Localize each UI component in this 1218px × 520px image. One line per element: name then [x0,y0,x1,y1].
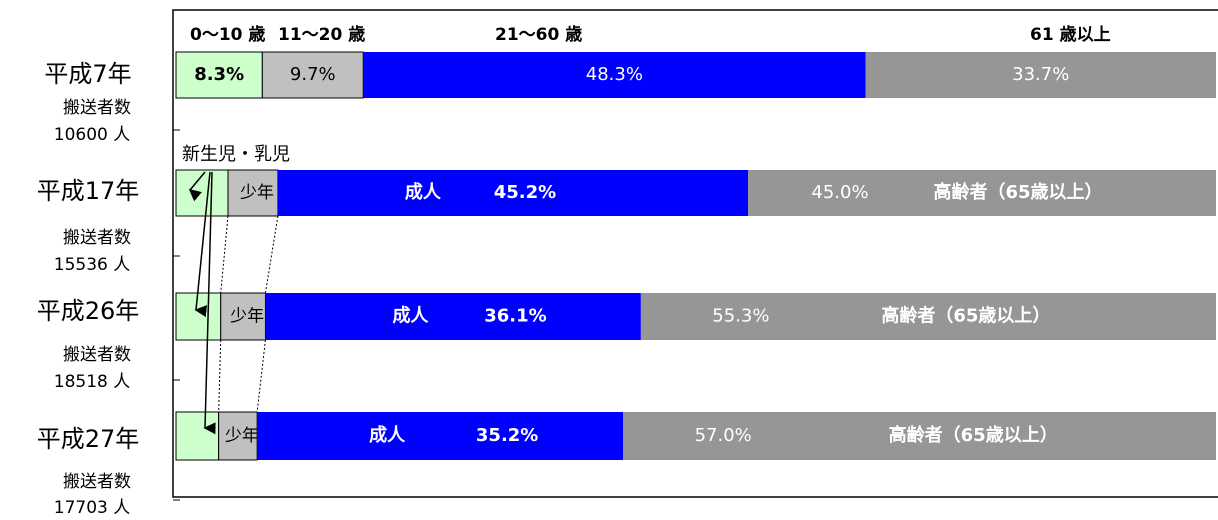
bar-segment [175,411,220,461]
segment-name: 高齢者（65歳以上） [881,305,1050,327]
segment-name: 成人 [405,181,442,203]
row-label: 平成7年 [44,60,131,88]
value-label: 35.2% [476,425,538,446]
header-label: 0〜10 歳 [190,24,265,45]
segment-name: 成人 [392,305,429,327]
row-label: 平成26年 [37,297,140,325]
value-label: 57.0% [695,425,752,446]
connector [220,215,229,294]
bar-segment [623,412,1216,460]
row-label: 平成27年 [37,425,140,453]
header-label: 11〜20 歳 [278,24,365,45]
header-label: 21〜60 歳 [495,24,582,45]
segment-name: 少年 [230,307,264,327]
value-label: 45.0% [811,182,868,203]
bar-segment [257,412,624,460]
value-label: 36.1% [484,306,546,327]
value-label: 48.3% [586,64,643,85]
connector [256,339,266,413]
value-label: 8.3% [194,64,244,85]
row-count: 15536 人 [54,255,130,275]
connector [218,339,222,413]
bar-segment [261,51,364,99]
value-label: 9.7% [290,64,336,85]
row-sublabel: 搬送者数 [63,345,131,365]
row-count: 10600 人 [54,125,130,145]
arrow [188,171,206,202]
row-sublabel: 搬送者数 [63,98,131,118]
header-label: 61 歳以上 [1030,24,1111,45]
row-sublabel: 搬送者数 [63,228,131,248]
segment-name: 少年 [225,426,259,446]
connector [264,215,279,294]
frame [172,9,1218,498]
row-count: 17703 人 [54,498,130,518]
value-label: 45.2% [494,182,556,203]
row-count: 18518 人 [54,372,130,392]
bar-segment [277,170,748,216]
bar-segment [175,292,222,341]
segment-name: 少年 [240,183,274,203]
bar-segment [265,293,641,340]
segment-name: 成人 [369,424,406,446]
annotation: 新生児・乳児 [182,144,290,165]
bar-segment [363,52,866,98]
segment-name: 高齢者（65歳以上） [933,181,1102,203]
bar-segment [175,169,229,217]
arrow [194,171,211,318]
bar-segment [640,293,1216,340]
value-label: 33.7% [1012,64,1069,85]
bar-segment [748,170,1216,216]
segment-name: 高齢者（65歳以上） [889,424,1058,446]
arrow [203,171,216,435]
value-label: 55.3% [712,306,769,327]
row-label: 平成17年 [37,177,140,205]
row-sublabel: 搬送者数 [63,472,131,492]
bar-segment [227,169,279,217]
bar-segment [865,52,1216,98]
